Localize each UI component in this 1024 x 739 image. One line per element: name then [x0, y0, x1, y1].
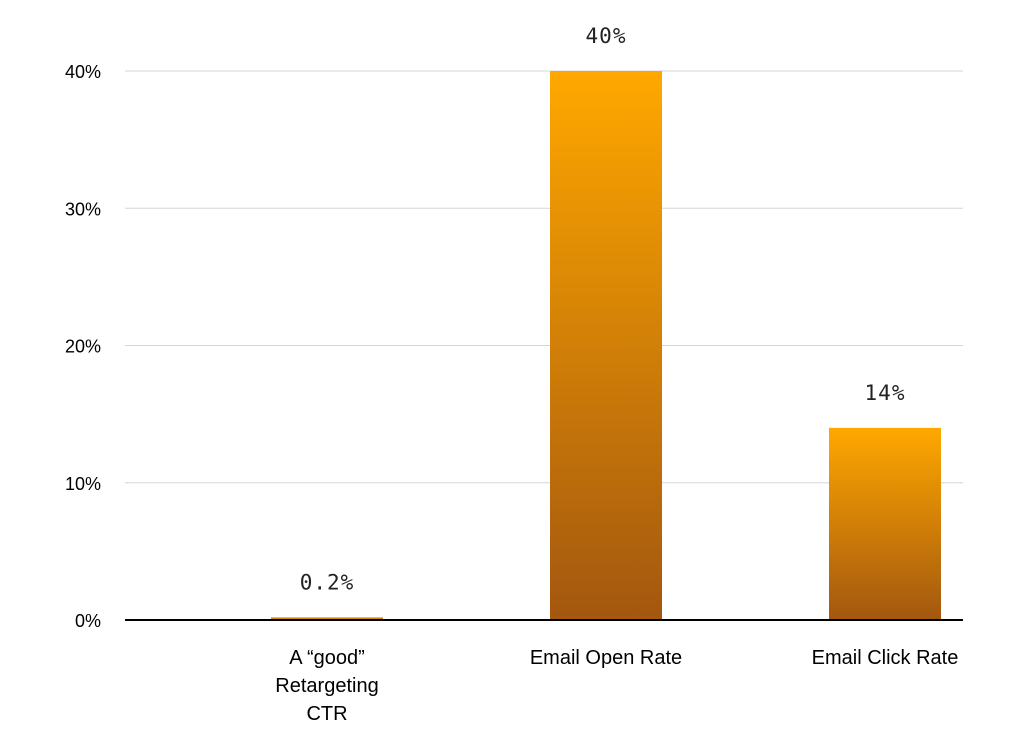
y-axis-tick-labels: 0% 10% 20% 30% 40%: [65, 62, 101, 631]
category-label-0-line-0: A “good”: [289, 647, 365, 669]
data-label-0: 0.2%: [300, 570, 355, 594]
bar-2: [829, 427, 941, 620]
category-label-1-line-0: Email Open Rate: [530, 647, 682, 669]
data-label-2: 14%: [865, 381, 906, 405]
category-label-1: Email Open Rate: [530, 647, 682, 669]
category-label-0-line-1: Retargeting: [275, 675, 378, 697]
y-tick-label-0: 0%: [75, 611, 101, 631]
category-label-2-line-0: Email Click Rate: [812, 647, 959, 669]
bar-1: [550, 71, 662, 620]
category-label-0: A “good” Retargeting CTR: [275, 647, 378, 725]
y-tick-label-4: 40%: [65, 62, 101, 82]
category-label-2: Email Click Rate: [812, 647, 959, 669]
data-label-1: 40%: [586, 24, 627, 48]
y-tick-label-1: 10%: [65, 474, 101, 494]
y-tick-label-2: 20%: [65, 337, 101, 357]
category-label-0-line-2: CTR: [306, 703, 347, 725]
x-axis-category-labels: A “good” Retargeting CTR Email Open Rate Ema…: [275, 647, 958, 725]
gridlines: [125, 70, 963, 484]
bar-0: [271, 617, 383, 620]
y-tick-label-3: 30%: [65, 199, 101, 219]
bars: [271, 71, 941, 620]
data-labels: 0.2% 40% 14%: [300, 24, 906, 594]
